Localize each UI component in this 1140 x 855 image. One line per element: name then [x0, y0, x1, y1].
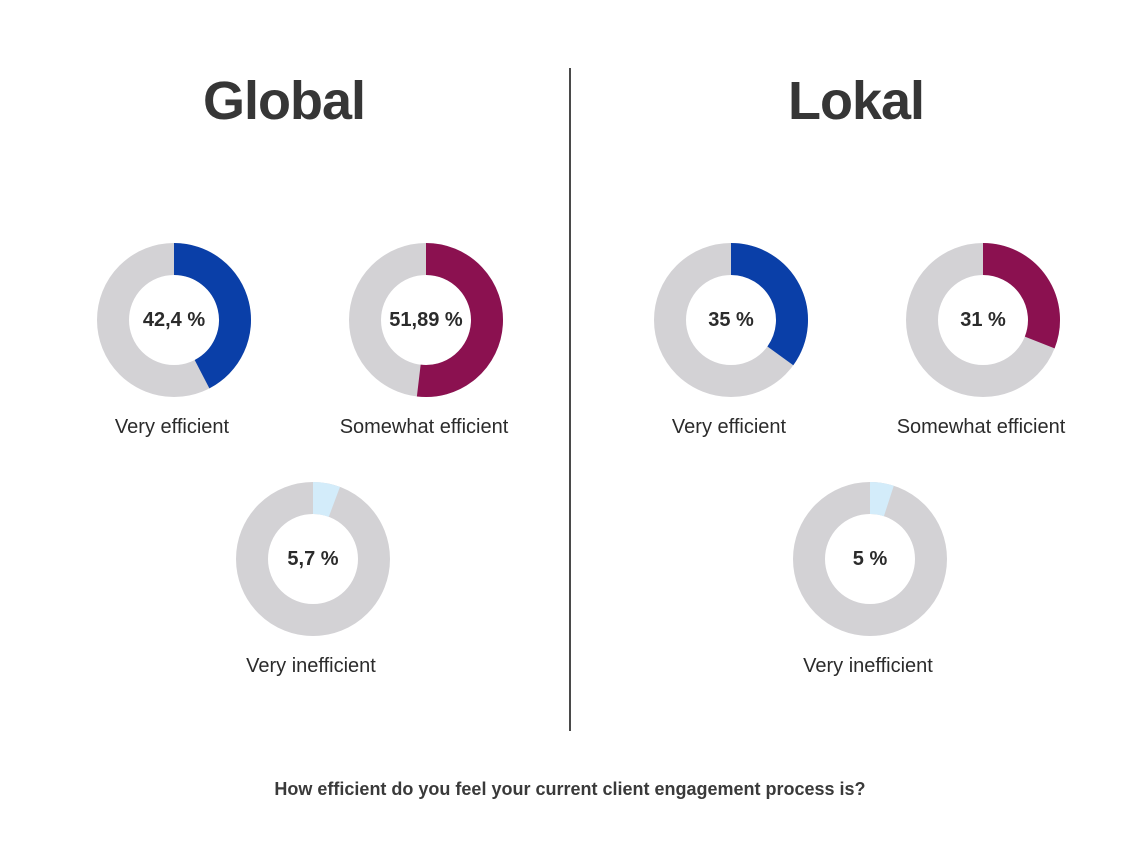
- panel-divider: [569, 68, 571, 731]
- global-very-inefficient-donut: 5,7 %: [233, 479, 393, 639]
- donut-segment: [416, 243, 503, 397]
- global-somewhat-efficient-donut: 51,89 %: [346, 240, 506, 400]
- survey-question: How efficient do you feel your current c…: [274, 779, 866, 799]
- global-somewhat-efficient-value: 51,89 %: [389, 309, 463, 331]
- lokal-very-inefficient-donut: 5 %: [790, 479, 950, 639]
- donut-segment: [173, 243, 251, 389]
- global-title: Global: [202, 71, 366, 131]
- lokal-title: Lokal: [787, 71, 925, 131]
- lokal-very-efficient-value: 35 %: [708, 309, 754, 331]
- donut-segment: [312, 482, 340, 518]
- donut-segment: [982, 243, 1060, 349]
- global-very-efficient-value: 42,4 %: [142, 309, 206, 331]
- lokal-somewhat-efficient-label: Somewhat efficient: [896, 416, 1066, 438]
- lokal-very-inefficient-label: Very inefficient: [803, 655, 933, 677]
- lokal-very-efficient-donut: 35 %: [651, 240, 811, 400]
- donut-segment: [730, 243, 808, 366]
- global-very-efficient-donut: 42,4 %: [94, 240, 254, 400]
- lokal-somewhat-efficient-donut: 31 %: [903, 240, 1063, 400]
- lokal-very-inefficient-value: 5 %: [852, 548, 888, 570]
- global-very-efficient-label: Very efficient: [114, 416, 230, 438]
- global-very-inefficient-value: 5,7 %: [287, 548, 339, 570]
- global-somewhat-efficient-label: Somewhat efficient: [339, 416, 509, 438]
- global-very-inefficient-label: Very inefficient: [246, 655, 376, 677]
- lokal-somewhat-efficient-value: 31 %: [960, 309, 1006, 331]
- donut-segment: [869, 482, 894, 517]
- lokal-very-efficient-label: Very efficient: [671, 416, 787, 438]
